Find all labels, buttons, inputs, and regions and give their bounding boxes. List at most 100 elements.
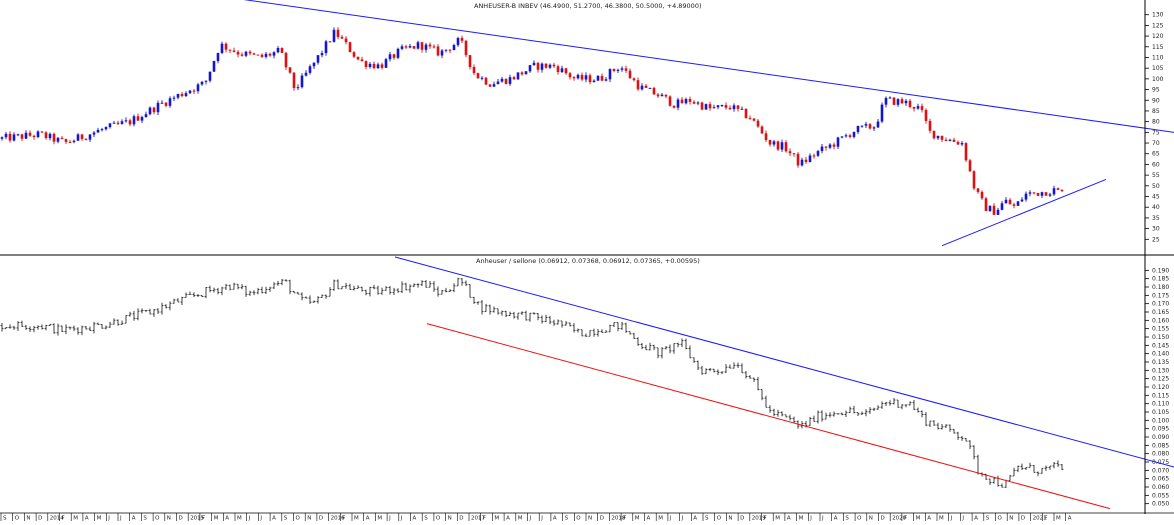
candle-body-314 bbox=[313, 63, 316, 67]
candle-body-154 bbox=[153, 108, 156, 113]
candle-body-598 bbox=[597, 76, 600, 81]
candle-body-642 bbox=[641, 86, 644, 90]
candle-body-698 bbox=[697, 103, 700, 104]
ratio-chart-title: Anheuser / sellone (0.06912, 0.07368, 0.… bbox=[476, 257, 700, 265]
candle-body-2 bbox=[1, 137, 4, 139]
date-label-91: A bbox=[1068, 516, 1072, 522]
candle-body-682 bbox=[681, 100, 684, 104]
candle-body-990 bbox=[989, 206, 992, 211]
candle-body-102 bbox=[101, 129, 104, 130]
candle-body-382 bbox=[381, 64, 384, 67]
y-tick-label-1-7: 0.085 bbox=[1152, 442, 1169, 449]
candle-body-994 bbox=[993, 206, 996, 215]
date-label-29: F bbox=[342, 516, 345, 522]
candle-body-246 bbox=[245, 52, 248, 56]
candle-body-590 bbox=[589, 75, 592, 82]
date-label-56: M bbox=[658, 516, 663, 522]
candle-body-1022 bbox=[1021, 200, 1024, 202]
candle-body-978 bbox=[977, 188, 980, 191]
candle-body-446 bbox=[445, 50, 448, 51]
candle-body-306 bbox=[305, 73, 308, 76]
candle-body-522 bbox=[521, 72, 524, 74]
date-label-79: A bbox=[927, 516, 931, 522]
date-label-57: J bbox=[669, 516, 672, 522]
candle-body-514 bbox=[513, 77, 516, 79]
candle-body-970 bbox=[969, 160, 972, 171]
candle-body-490 bbox=[489, 84, 492, 86]
candle-body-758 bbox=[757, 121, 760, 127]
candle-body-946 bbox=[945, 140, 948, 141]
y-tick-label-1-11: 0.105 bbox=[1152, 409, 1169, 416]
candle-body-930 bbox=[929, 121, 932, 131]
candle-body-394 bbox=[393, 54, 396, 58]
candle-body-422 bbox=[421, 42, 424, 50]
candle-body-798 bbox=[797, 154, 800, 165]
candle-body-226 bbox=[225, 44, 228, 50]
candle-body-290 bbox=[289, 67, 292, 72]
candle-body-158 bbox=[157, 103, 160, 112]
candle-body-914 bbox=[913, 107, 916, 109]
candle-body-426 bbox=[425, 45, 428, 50]
candle-body-810 bbox=[809, 156, 812, 162]
candle-body-574 bbox=[573, 77, 576, 78]
candle-body-806 bbox=[805, 160, 808, 162]
candle-body-34 bbox=[33, 136, 36, 137]
date-label-69: J bbox=[809, 516, 812, 522]
candle-body-674 bbox=[673, 106, 676, 108]
y-tick-label-0-9: 70 bbox=[1152, 140, 1160, 147]
candle-body-182 bbox=[181, 94, 184, 96]
candle-body-950 bbox=[949, 140, 952, 141]
y-tick-label-0-8: 65 bbox=[1152, 151, 1160, 158]
candle-body-554 bbox=[553, 65, 556, 67]
candle-body-66 bbox=[65, 139, 68, 142]
candle-body-122 bbox=[121, 121, 124, 124]
candle-body-370 bbox=[369, 64, 372, 67]
date-label-15: D bbox=[179, 516, 183, 522]
y-tick-label-1-20: 0.150 bbox=[1152, 334, 1169, 341]
candle-body-330 bbox=[329, 41, 332, 42]
date-label-73: O bbox=[857, 516, 862, 522]
candle-body-114 bbox=[113, 123, 116, 124]
date-label-9: J bbox=[107, 516, 110, 522]
candle-body-1042 bbox=[1041, 192, 1044, 196]
candle-body-174 bbox=[173, 98, 176, 99]
candle-body-126 bbox=[125, 120, 128, 121]
candle-body-46 bbox=[45, 132, 48, 138]
candle-body-30 bbox=[29, 133, 32, 136]
candle-body-1018 bbox=[1017, 201, 1020, 205]
y-tick-label-0-20: 125 bbox=[1152, 22, 1164, 29]
candle-body-206 bbox=[205, 81, 208, 82]
candle-body-814 bbox=[813, 156, 816, 157]
y-tick-label-1-1: 0.055 bbox=[1152, 492, 1169, 499]
date-label-27: D bbox=[319, 516, 323, 522]
candle-body-1062 bbox=[1061, 190, 1064, 191]
candle-body-110 bbox=[109, 123, 112, 127]
date-label-66: M bbox=[775, 516, 780, 522]
candle-body-850 bbox=[849, 135, 852, 137]
candle-body-106 bbox=[105, 127, 108, 129]
candle-body-938 bbox=[937, 136, 940, 138]
candle-body-702 bbox=[701, 103, 704, 110]
candle-body-318 bbox=[317, 55, 320, 62]
y-tick-label-0-15: 100 bbox=[1152, 76, 1164, 83]
date-label-46: J bbox=[540, 516, 543, 522]
date-label-34: J bbox=[400, 516, 403, 522]
candle-body-694 bbox=[693, 102, 696, 104]
date-label-23: A bbox=[272, 516, 276, 522]
candle-body-962 bbox=[961, 143, 964, 144]
candle-body-190 bbox=[189, 91, 192, 93]
candle-body-254 bbox=[253, 53, 256, 54]
y-tick-label-0-18: 115 bbox=[1152, 44, 1164, 51]
date-label-47: A bbox=[553, 516, 557, 522]
candle-body-354 bbox=[353, 52, 356, 57]
candle-body-658 bbox=[657, 94, 660, 96]
date-label-42: M bbox=[494, 516, 499, 522]
candle-body-498 bbox=[497, 82, 500, 85]
candle-body-386 bbox=[385, 59, 388, 68]
candle-body-870 bbox=[869, 124, 872, 128]
y-tick-label-1-18: 0.140 bbox=[1152, 351, 1169, 358]
candle-body-822 bbox=[821, 147, 824, 151]
candle-body-650 bbox=[649, 88, 652, 89]
candle-body-86 bbox=[85, 139, 88, 140]
candle-body-506 bbox=[505, 79, 508, 84]
